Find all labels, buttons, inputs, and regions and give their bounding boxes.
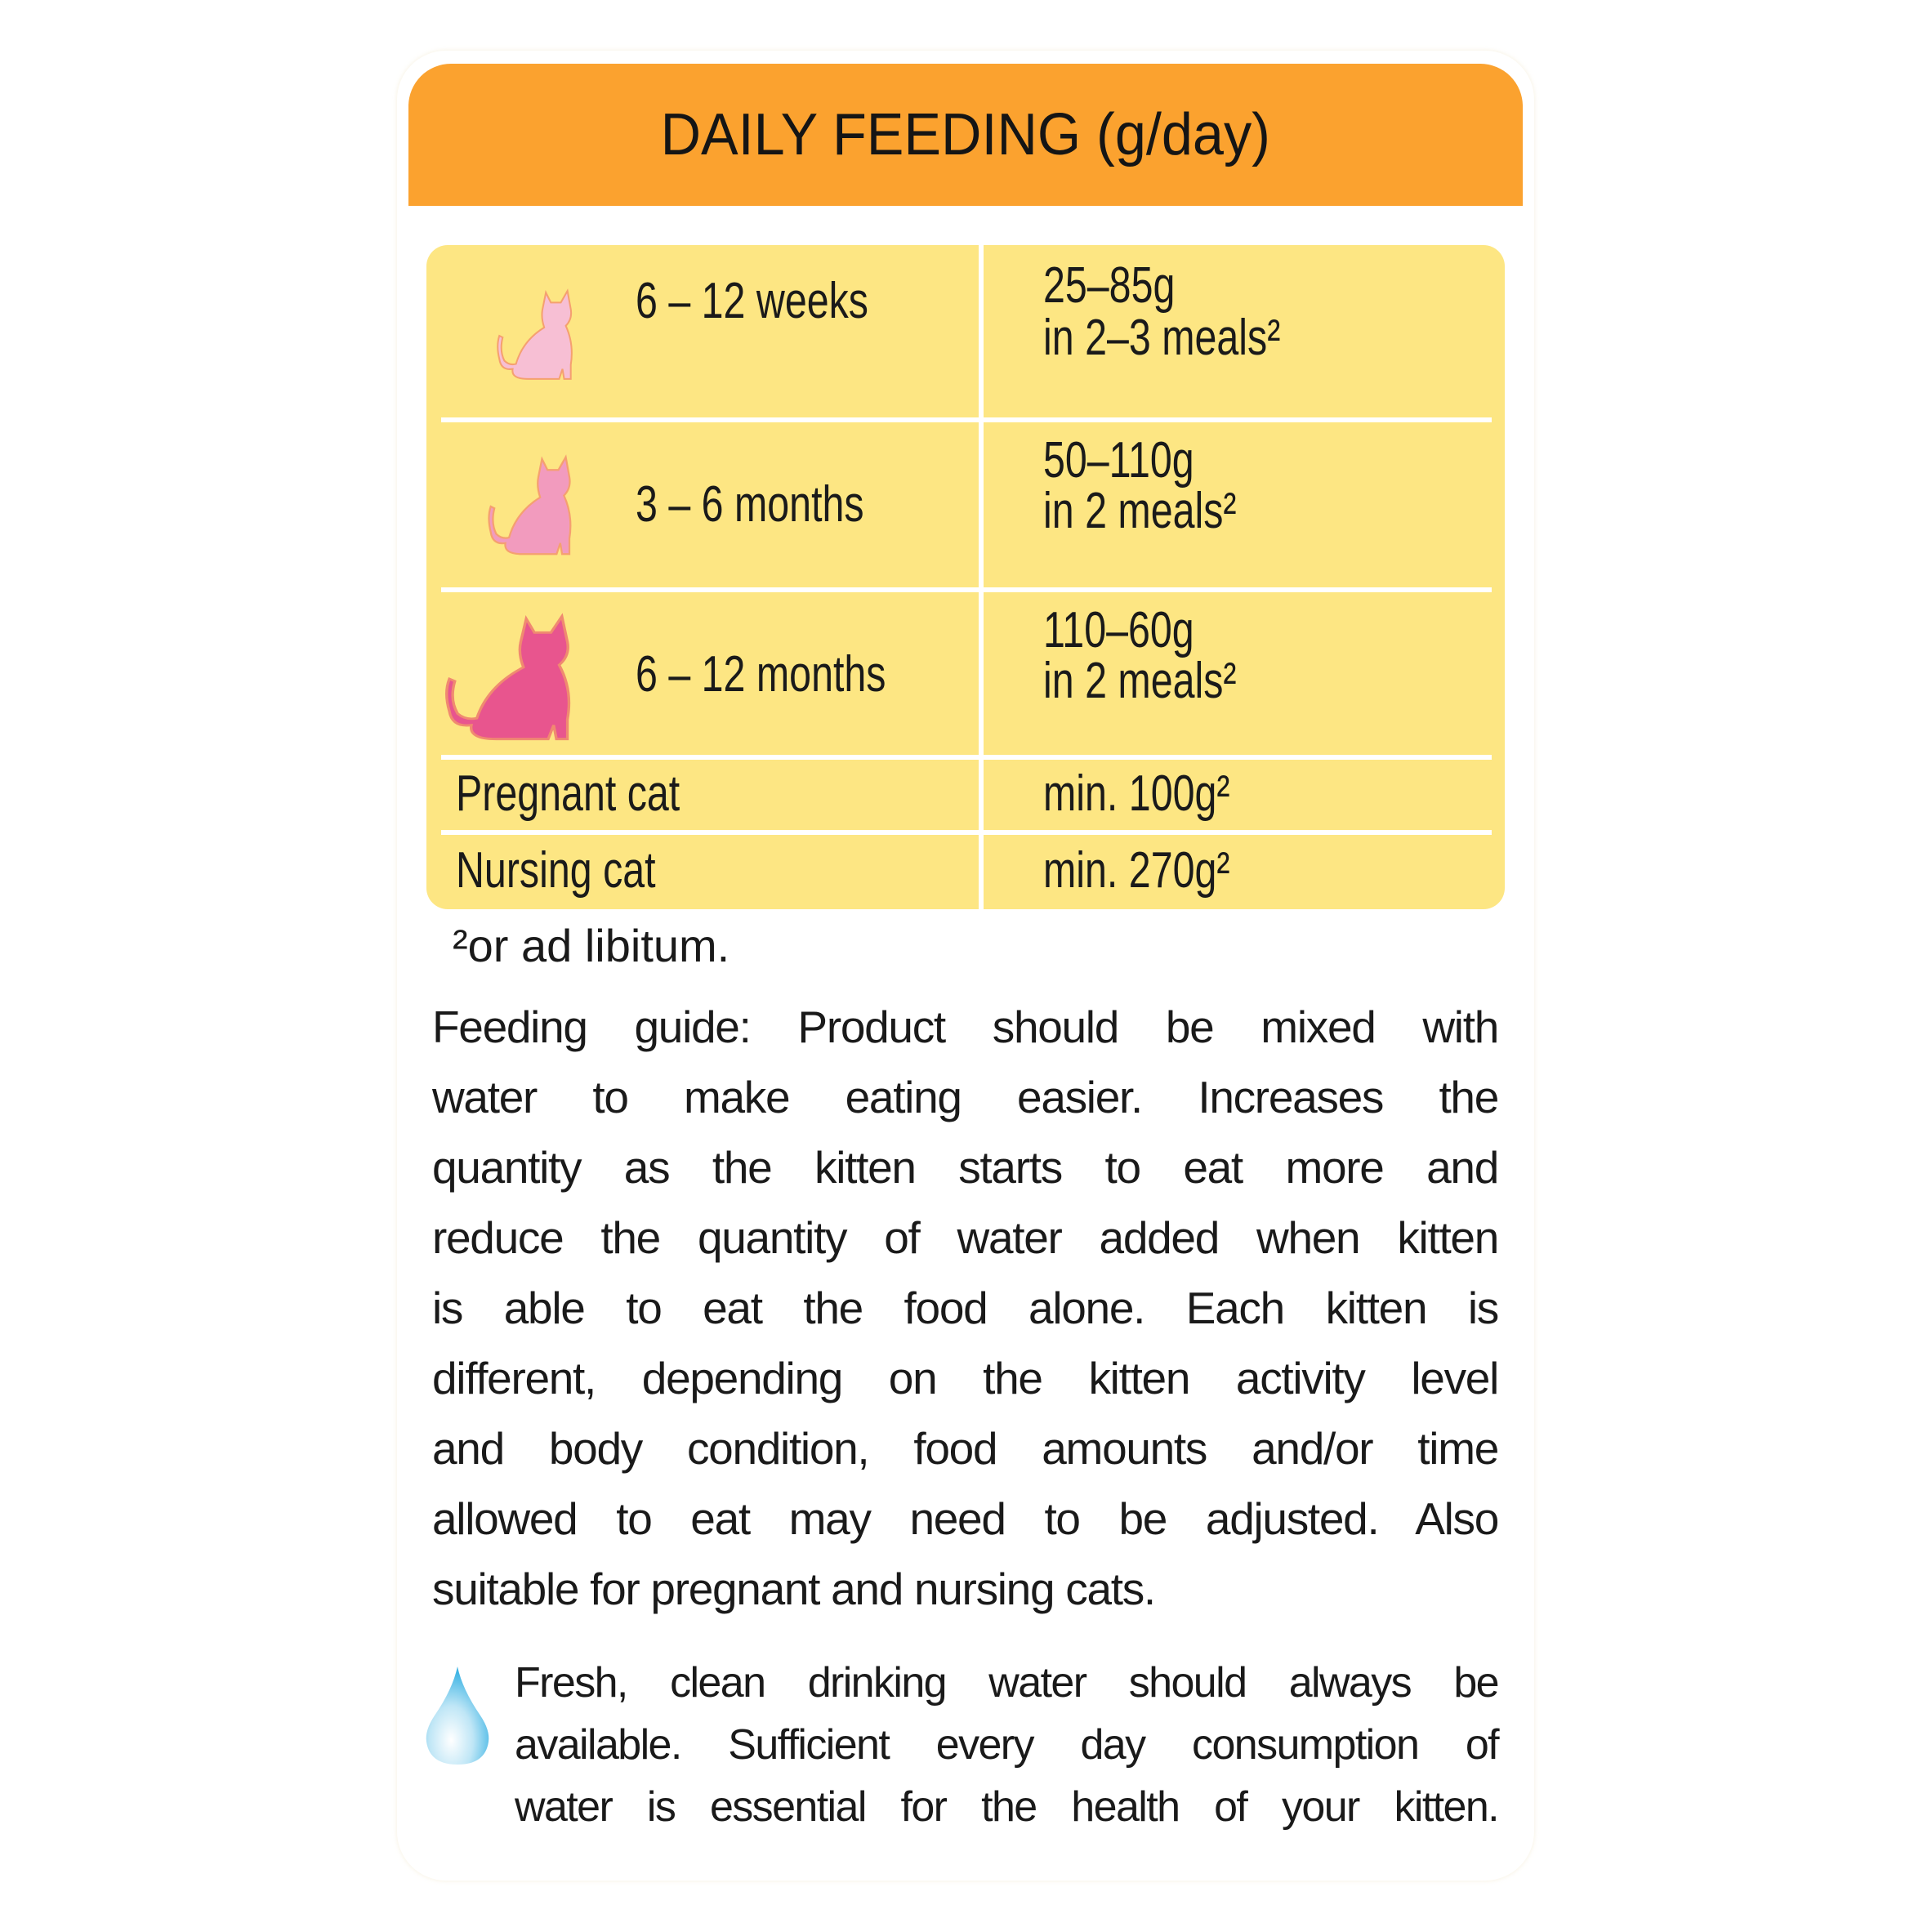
meals-value: in 2 meals² [1043, 483, 1237, 539]
row-divider [441, 417, 1492, 422]
guide-line: suitable for pregnant and nursing cats. [432, 1564, 1156, 1614]
row-divider [441, 755, 1492, 760]
feeding-guide: Feeding guide: Product should be mixed w… [432, 992, 1499, 1624]
feeding-table: 6 – 12 weeks 25–85g in 2–3 meals² 3 – 6 … [426, 245, 1505, 909]
water-line: water is essential for the health of you… [515, 1783, 1500, 1831]
cat-icon-dark-pink [445, 613, 571, 741]
guide-line: different, depending on the kitten activ… [432, 1353, 1499, 1403]
guide-line: reduce the quantity of water added when … [432, 1212, 1499, 1263]
footnote: ²or ad libitum. [453, 920, 730, 971]
amount-value: 25–85g [1043, 257, 1176, 314]
meals-value: in 2 meals² [1043, 653, 1237, 709]
age-label: Nursing cat [456, 842, 656, 899]
guide-line: Feeding guide: Product should be mixed w… [432, 1002, 1499, 1052]
guide-line: is able to eat the food alone. Each kitt… [432, 1283, 1499, 1333]
column-divider [979, 245, 984, 909]
age-label: 6 – 12 weeks [636, 273, 868, 329]
age-label: Pregnant cat [456, 765, 680, 822]
cat-icon-light-pink [497, 288, 573, 380]
guide-line: water to make eating easier. Increases t… [432, 1072, 1499, 1122]
water-note: Fresh, clean drinking water should alway… [515, 1652, 1500, 1838]
guide-line: and body condition, food amounts and/or … [432, 1423, 1499, 1474]
age-label: 6 – 12 months [636, 646, 886, 703]
amount-value: min. 100g² [1043, 765, 1230, 822]
water-line: Fresh, clean drinking water should alway… [515, 1659, 1500, 1707]
amount-value: 50–110g [1043, 432, 1194, 489]
age-label: 3 – 6 months [636, 476, 864, 533]
page-title: DAILY FEEDING (g/day) [660, 102, 1271, 167]
amount-value: min. 270g² [1043, 842, 1230, 899]
header-banner: DAILY FEEDING (g/day) [408, 64, 1523, 206]
cat-icon-pink [488, 454, 572, 556]
amount-value: 110–60g [1043, 602, 1194, 658]
guide-line: allowed to eat may need to be adjusted. … [432, 1493, 1499, 1544]
row-divider [441, 587, 1492, 592]
meals-value: in 2–3 meals² [1043, 310, 1281, 366]
water-line: available. Sufficient every day consumpt… [515, 1721, 1500, 1769]
row-divider [441, 830, 1492, 835]
guide-line: quantity as the kitten starts to eat mor… [432, 1142, 1499, 1193]
water-drop-icon [426, 1667, 489, 1765]
